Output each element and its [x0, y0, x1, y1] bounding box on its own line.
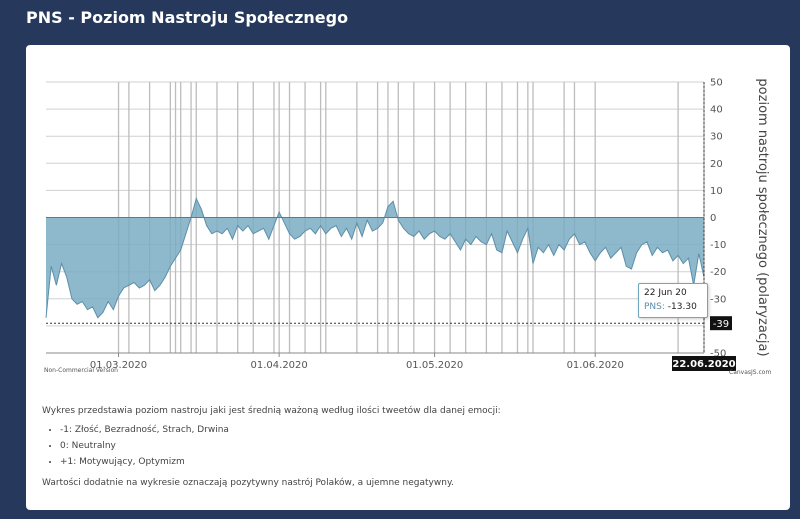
pns-area-fill: [46, 198, 704, 318]
watermark-right: CanvasJS.com: [729, 369, 772, 376]
crosshair-x-label-bg: [672, 356, 736, 371]
watermark-left: Non-Commercial Version: [44, 367, 118, 374]
emotion-scale-item: -1: Złość, Bezradność, Strach, Drwina: [60, 424, 762, 437]
emotion-scale-item: +1: Motywujący, Optymizm: [60, 456, 762, 469]
y-tick-label: 40: [710, 105, 723, 116]
chart-tooltip: 22 Jun 20 PNS: -13.30: [638, 283, 708, 318]
y-tick-label: -50: [710, 349, 726, 360]
x-tick-label: 01.04.2020: [251, 360, 308, 371]
crosshair-y-label: -39: [713, 319, 729, 330]
y-tick-label: 20: [710, 159, 723, 170]
y-tick-label: 10: [710, 186, 723, 197]
y-tick-label: -30: [710, 294, 726, 305]
chart-description: Wykres przedstawia poziom nastroju jaki …: [42, 405, 762, 496]
description-footer: Wartości dodatnie na wykresie oznaczają …: [42, 478, 454, 489]
tooltip-date: 22 Jun 20: [644, 288, 687, 298]
y-tick-label: 30: [710, 132, 723, 143]
description-intro: Wykres przedstawia poziom nastroju jaki …: [42, 406, 501, 416]
pns-area-chart[interactable]: 50403020100-10-20-30-40-5001.03.202001.0…: [26, 45, 790, 395]
chart-card: 50403020100-10-20-30-40-5001.03.202001.0…: [26, 45, 790, 510]
y-axis-title: poziom nastroju społecznego (polaryzacja…: [755, 78, 770, 356]
page-title: PNS - Poziom Nastroju Społecznego: [26, 8, 349, 27]
tooltip-value: -13.30: [667, 301, 697, 312]
emotion-scale-list: -1: Złość, Bezradność, Strach, Drwina 0:…: [42, 424, 762, 469]
tooltip-value-row: PNS: -13.30: [644, 301, 702, 315]
y-tick-label: -10: [710, 240, 726, 251]
emotion-scale-item: 0: Neutralny: [60, 440, 762, 453]
crosshair-y-label-bg: [710, 316, 732, 331]
x-tick-label: 01.03.2020: [90, 360, 147, 371]
x-tick-label: 01.06.2020: [567, 360, 624, 371]
y-tick-label: 50: [710, 78, 723, 89]
x-tick-label: 01.05.2020: [406, 360, 463, 371]
crosshair-x-label: 22.06.2020: [672, 359, 735, 370]
y-tick-label: -20: [710, 267, 726, 278]
y-tick-label: 0: [710, 213, 716, 224]
tooltip-series-name: PNS:: [644, 301, 665, 312]
pns-series-line: [45, 197, 705, 319]
